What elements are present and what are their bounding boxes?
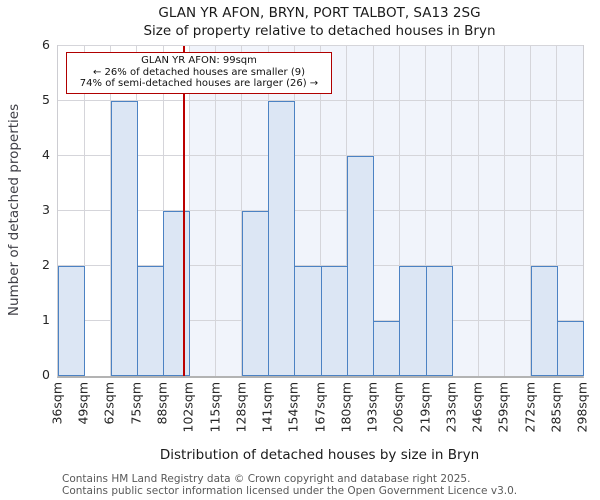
vertical-gridline bbox=[477, 46, 479, 376]
histogram-bar bbox=[556, 321, 584, 376]
histogram-bar bbox=[268, 101, 296, 376]
y-axis-tick-label: 1 bbox=[42, 312, 50, 327]
histogram-bar bbox=[110, 101, 138, 376]
histogram-bar bbox=[530, 266, 558, 376]
y-axis-tick-label: 3 bbox=[42, 202, 50, 217]
histogram-bar bbox=[346, 156, 374, 376]
histogram-bar bbox=[241, 211, 269, 376]
footer-line-1: Contains HM Land Registry data © Crown c… bbox=[62, 473, 471, 485]
histogram-bar bbox=[425, 266, 453, 376]
annotation-larger-pct: 74% of semi-detached houses are larger (… bbox=[79, 78, 319, 89]
vertical-gridline bbox=[320, 46, 321, 376]
annotation-property-size: GLAN YR AFON: 99sqm bbox=[141, 55, 257, 66]
property-size-marker-line bbox=[182, 46, 185, 376]
y-axis-tick-label: 6 bbox=[42, 37, 50, 52]
histogram-bar bbox=[136, 266, 164, 376]
horizontal-gridline bbox=[58, 45, 583, 46]
y-axis-tick-label: 2 bbox=[42, 257, 50, 272]
histogram-bar bbox=[320, 266, 348, 376]
x-axis-title: Distribution of detached houses by size … bbox=[159, 447, 480, 463]
chart-subtitle: Size of property relative to detached ho… bbox=[143, 23, 496, 39]
vertical-gridline bbox=[398, 46, 400, 376]
histogram-bar bbox=[373, 321, 401, 376]
plot-area: GLAN YR AFON: 99sqm ← 26% of detached ho… bbox=[57, 45, 584, 378]
histogram-bar bbox=[58, 266, 86, 376]
y-axis-tick-label: 4 bbox=[42, 147, 50, 162]
annotation-box: GLAN YR AFON: 99sqm ← 26% of detached ho… bbox=[66, 52, 332, 94]
annotation-smaller-pct: ← 26% of detached houses are smaller (9) bbox=[93, 66, 305, 78]
vertical-gridline bbox=[503, 46, 505, 376]
vertical-gridline bbox=[83, 46, 85, 376]
vertical-gridline bbox=[556, 46, 558, 376]
vertical-gridline bbox=[530, 46, 531, 376]
histogram-bar bbox=[163, 211, 191, 376]
vertical-gridline bbox=[425, 46, 426, 376]
vertical-gridline bbox=[215, 46, 216, 376]
histogram-bar bbox=[294, 266, 322, 376]
y-axis-tick-label: 5 bbox=[42, 92, 50, 107]
chart-title: GLAN YR AFON, BRYN, PORT TALBOT, SA13 2S… bbox=[158, 5, 481, 21]
y-axis-tick-label: 0 bbox=[42, 367, 50, 382]
vertical-gridline bbox=[451, 46, 453, 376]
attribution-footer: Contains HM Land Registry data © Crown c… bbox=[62, 473, 518, 497]
footer-line-2: Contains public sector information licen… bbox=[62, 484, 518, 497]
histogram-bar bbox=[399, 266, 427, 376]
